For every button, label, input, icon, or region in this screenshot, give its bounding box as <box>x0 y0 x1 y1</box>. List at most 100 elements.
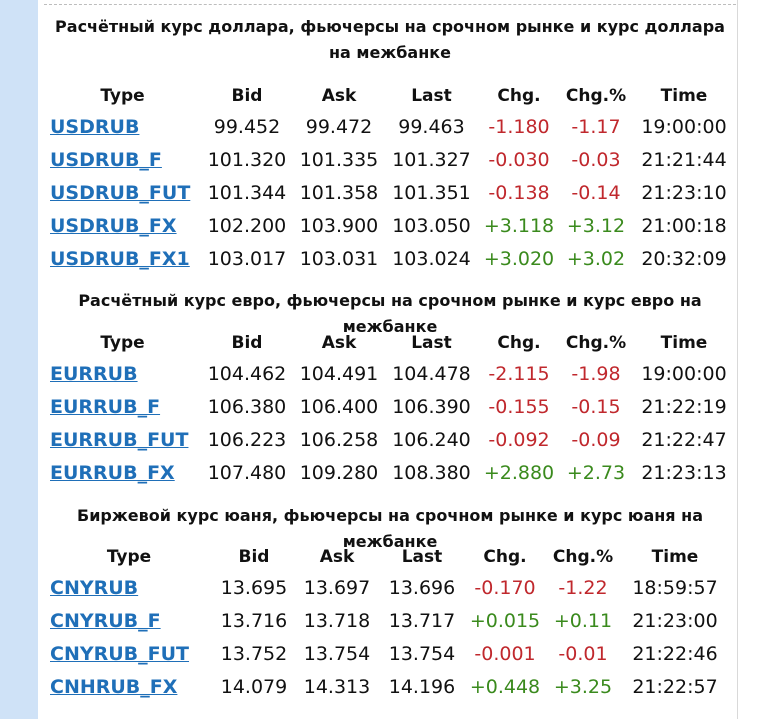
col-chgp-header: Chg.% <box>552 547 614 567</box>
instrument-link-usdrub-fut[interactable]: USDRUB_FUT <box>50 181 191 204</box>
time-cell: 21:22:19 <box>641 395 727 418</box>
last-cell: 103.050 <box>392 214 471 237</box>
col-chgp-header: Chg.% <box>565 333 627 353</box>
ask-cell: 101.358 <box>299 181 379 204</box>
col-type-header: Type <box>100 86 145 106</box>
instrument-link-eurrub[interactable]: EURRUB <box>50 362 138 385</box>
col-time-header: Time <box>660 86 708 106</box>
ask-cell: 14.313 <box>303 675 371 698</box>
chg-percent-cell: +0.11 <box>553 609 613 632</box>
chg-percent-cell: +2.73 <box>566 461 626 484</box>
last-cell: 99.463 <box>398 115 465 138</box>
chg-cell: +3.118 <box>483 214 555 237</box>
time-cell: 21:23:10 <box>641 181 727 204</box>
chg-cell: -0.030 <box>488 148 550 171</box>
time-cell: 21:23:00 <box>632 609 718 632</box>
ask-cell: 104.491 <box>299 362 379 385</box>
col-last-header: Last <box>411 333 452 353</box>
bid-cell: 102.200 <box>207 214 287 237</box>
bid-cell: 14.079 <box>220 675 288 698</box>
bid-cell: 13.716 <box>220 609 288 632</box>
last-cell: 106.240 <box>392 428 471 451</box>
time-cell: 19:00:00 <box>641 115 727 138</box>
time-cell: 21:22:47 <box>641 428 727 451</box>
instrument-link-usdrub[interactable]: USDRUB <box>50 115 140 138</box>
col-last-header: Last <box>401 547 443 567</box>
ask-cell: 99.472 <box>305 115 373 138</box>
col-time-header: Time <box>651 547 699 567</box>
last-cell: 13.696 <box>388 576 456 599</box>
ask-cell: 103.031 <box>299 247 379 270</box>
chg-cell: -0.001 <box>474 642 536 665</box>
chg-percent-cell: -1.98 <box>571 362 621 385</box>
col-bid-header: Bid <box>231 333 263 353</box>
chg-cell: -1.180 <box>488 115 550 138</box>
ask-cell: 103.900 <box>299 214 379 237</box>
ask-cell: 13.697 <box>303 576 371 599</box>
table-row: USDRUB_FX 102.200 103.900 103.050 +3.118… <box>44 209 736 242</box>
chg-percent-cell: +3.25 <box>553 675 613 698</box>
instrument-link-eurrub-fx[interactable]: EURRUB_FX <box>50 461 175 484</box>
bid-cell: 101.320 <box>207 148 287 171</box>
last-cell: 101.351 <box>392 181 471 204</box>
ask-cell: 13.718 <box>303 609 371 632</box>
chg-percent-cell: -1.17 <box>571 115 621 138</box>
bid-cell: 104.462 <box>207 362 287 385</box>
chg-cell: +0.015 <box>469 609 541 632</box>
time-cell: 21:21:44 <box>641 148 727 171</box>
instrument-link-eurrub-f[interactable]: EURRUB_F <box>50 395 161 418</box>
eur-table: Type Bid Ask Last Chg. Chg.% Time EURRUB… <box>44 329 736 489</box>
ask-cell: 13.754 <box>303 642 371 665</box>
col-chg-header: Chg. <box>497 333 541 353</box>
time-cell: 18:59:57 <box>632 576 718 599</box>
col-type-header: Type <box>100 333 145 353</box>
usd-table: Type Bid Ask Last Chg. Chg.% Time USDRUB… <box>44 82 736 275</box>
usd-section: Расчётный курс доллара, фьючерсы на сроч… <box>44 14 736 66</box>
table-row: EURRUB_F 106.380 106.400 106.390 -0.155 … <box>44 390 736 423</box>
left-sidebar-strip <box>0 0 38 719</box>
instrument-link-cnyrub-f[interactable]: CNYRUB_F <box>50 609 161 632</box>
ask-cell: 109.280 <box>299 461 379 484</box>
section-title: Биржевой курс юаня, фьючерсы на срочном … <box>77 506 703 551</box>
last-cell: 13.754 <box>388 642 456 665</box>
chg-percent-cell: -0.15 <box>571 395 621 418</box>
instrument-link-usdrub-fx1[interactable]: USDRUB_FX1 <box>50 247 190 270</box>
instrument-link-cnhrub-fx[interactable]: CNHRUB_FX <box>50 675 178 698</box>
bid-cell: 106.223 <box>207 428 287 451</box>
table-row: USDRUB_F 101.320 101.335 101.327 -0.030 … <box>44 143 736 176</box>
col-type-header: Type <box>106 547 152 567</box>
chg-percent-cell: +3.12 <box>566 214 626 237</box>
col-chg-header: Chg. <box>497 86 541 106</box>
table-row: CNYRUB_FUT 13.752 13.754 13.754 -0.001 -… <box>44 637 730 670</box>
ask-cell: 106.258 <box>299 428 379 451</box>
table-row: USDRUB_FUT 101.344 101.358 101.351 -0.13… <box>44 176 736 209</box>
table-row: USDRUB 99.452 99.472 99.463 -1.180 -1.17… <box>44 110 736 143</box>
time-cell: 21:22:57 <box>632 675 718 698</box>
col-bid-header: Bid <box>231 86 263 106</box>
chg-percent-cell: -0.03 <box>571 148 621 171</box>
chg-cell: -0.138 <box>488 181 550 204</box>
table-row: CNYRUB 13.695 13.697 13.696 -0.170 -1.22… <box>44 571 730 604</box>
instrument-link-eurrub-fut[interactable]: EURRUB_FUT <box>50 428 189 451</box>
chg-cell: -0.092 <box>488 428 550 451</box>
col-ask-header: Ask <box>321 86 357 106</box>
instrument-link-usdrub-f[interactable]: USDRUB_F <box>50 148 162 171</box>
chg-percent-cell: -0.14 <box>571 181 621 204</box>
table-header-row: Type Bid Ask Last Chg. Chg.% Time <box>44 82 736 110</box>
chg-cell: -0.170 <box>474 576 536 599</box>
col-last-header: Last <box>411 86 452 106</box>
time-cell: 21:00:18 <box>641 214 727 237</box>
instrument-link-usdrub-fx[interactable]: USDRUB_FX <box>50 214 177 237</box>
ask-cell: 101.335 <box>299 148 379 171</box>
instrument-link-cnyrub[interactable]: CNYRUB <box>50 576 139 599</box>
bid-cell: 107.480 <box>207 461 287 484</box>
chg-percent-cell: -0.01 <box>558 642 608 665</box>
bid-cell: 101.344 <box>207 181 287 204</box>
chg-cell: +3.020 <box>483 247 555 270</box>
time-cell: 21:22:46 <box>632 642 718 665</box>
bid-cell: 106.380 <box>207 395 287 418</box>
top-divider <box>44 4 736 5</box>
instrument-link-cnyrub-fut[interactable]: CNYRUB_FUT <box>50 642 190 665</box>
col-ask-header: Ask <box>319 547 355 567</box>
bid-cell: 103.017 <box>207 247 287 270</box>
